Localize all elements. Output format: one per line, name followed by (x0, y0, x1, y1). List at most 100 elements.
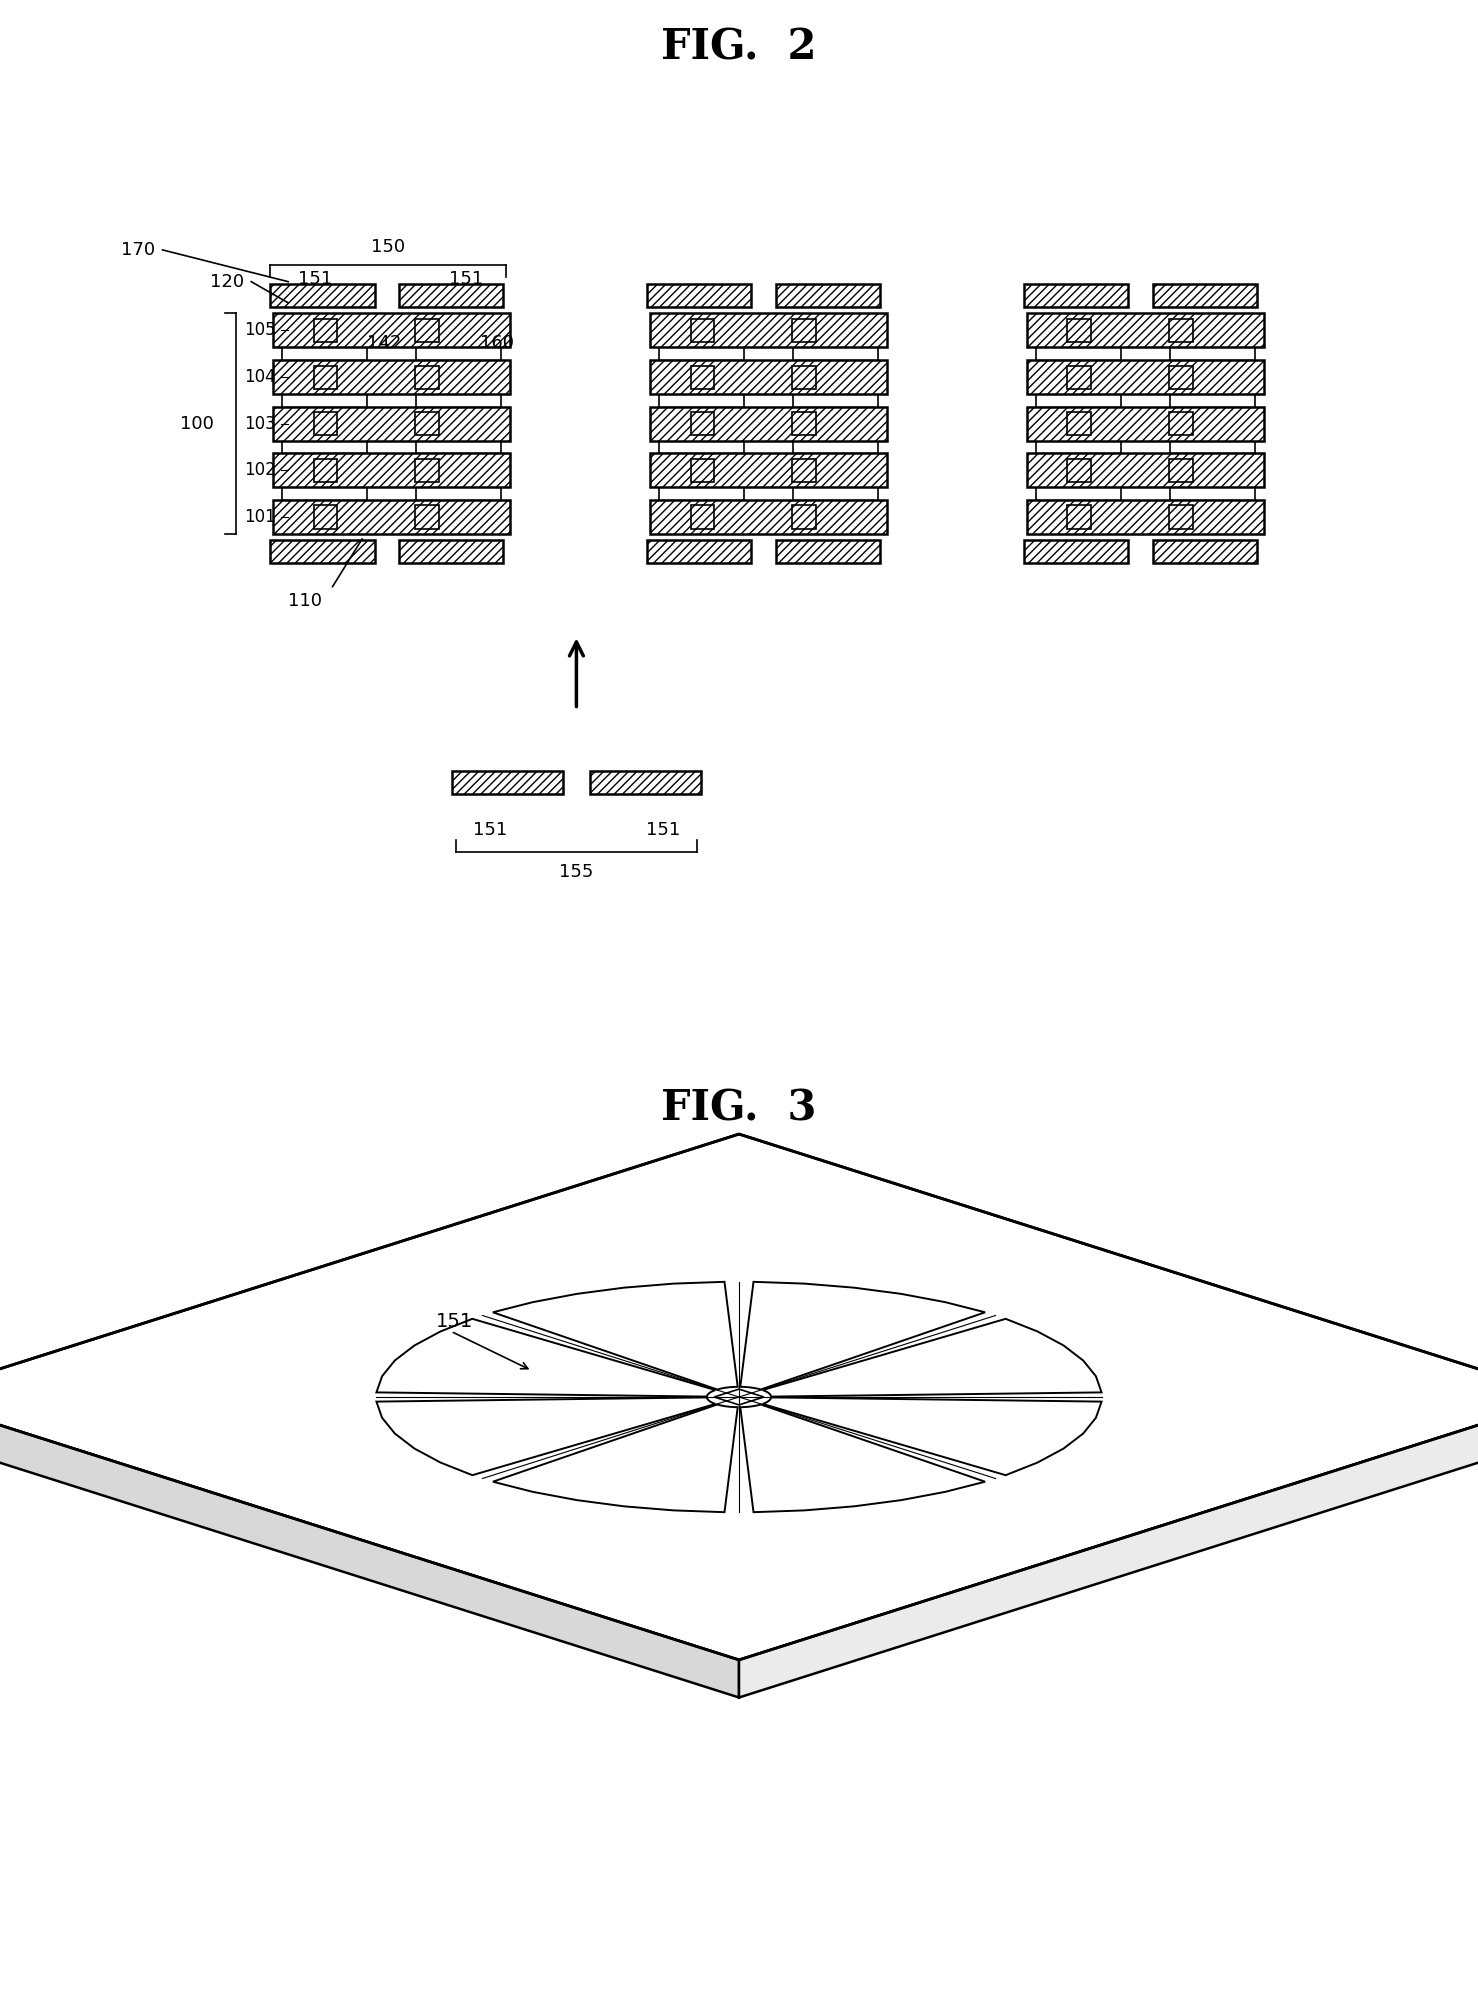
Bar (650, 454, 887, 488)
Polygon shape (740, 1283, 986, 1389)
Polygon shape (763, 1397, 1101, 1475)
Polygon shape (0, 1135, 1478, 1660)
Polygon shape (0, 1397, 739, 1698)
Text: 103: 103 (244, 414, 275, 434)
Text: 120: 120 (210, 272, 244, 290)
Bar (1027, 454, 1264, 488)
Bar (1067, 505, 1091, 529)
Bar (650, 360, 887, 394)
Bar (270, 539, 374, 563)
Text: 151: 151 (473, 821, 507, 839)
Bar (313, 460, 337, 482)
Text: 102: 102 (244, 462, 275, 480)
Bar (1036, 488, 1122, 500)
Bar (1067, 460, 1091, 482)
Bar (1036, 348, 1122, 360)
Bar (282, 348, 368, 360)
Bar (1169, 366, 1193, 390)
Polygon shape (492, 1405, 738, 1512)
Bar (590, 771, 701, 793)
Bar (792, 320, 816, 342)
Bar (647, 539, 751, 563)
Text: FIG.  2: FIG. 2 (661, 26, 817, 68)
Polygon shape (740, 1405, 986, 1512)
Bar (1169, 505, 1193, 529)
Text: 160: 160 (480, 334, 514, 352)
Bar (313, 412, 337, 436)
Bar (659, 394, 745, 408)
Bar (273, 408, 510, 440)
Bar (1027, 408, 1264, 440)
Bar (1169, 320, 1193, 342)
Bar (792, 394, 878, 408)
Bar (690, 460, 714, 482)
Bar (690, 320, 714, 342)
Bar (313, 320, 337, 342)
Bar (415, 460, 439, 482)
Bar (1024, 284, 1128, 308)
Text: 155: 155 (559, 863, 594, 881)
Text: 151: 151 (646, 821, 680, 839)
Text: 151: 151 (299, 270, 333, 288)
Bar (1153, 284, 1256, 308)
Bar (792, 460, 816, 482)
Bar (1036, 440, 1122, 454)
Bar (1169, 488, 1255, 500)
Text: 104: 104 (244, 368, 275, 386)
Bar (1169, 412, 1193, 436)
Bar (792, 488, 878, 500)
Text: 151: 151 (436, 1313, 473, 1331)
Bar (1036, 394, 1122, 408)
Bar (690, 505, 714, 529)
Bar (792, 366, 816, 390)
Polygon shape (492, 1283, 738, 1389)
Bar (273, 360, 510, 394)
Bar (1024, 539, 1128, 563)
Bar (282, 394, 368, 408)
Bar (1169, 460, 1193, 482)
Bar (1027, 314, 1264, 348)
Polygon shape (377, 1319, 715, 1397)
Bar (415, 394, 501, 408)
Bar (1153, 539, 1256, 563)
Bar (282, 488, 368, 500)
Bar (1169, 348, 1255, 360)
Text: 150: 150 (371, 238, 405, 256)
Text: 105: 105 (244, 322, 275, 340)
Bar (690, 366, 714, 390)
Bar (415, 366, 439, 390)
Bar (415, 412, 439, 436)
Bar (792, 505, 816, 529)
Bar (1027, 360, 1264, 394)
Bar (452, 771, 563, 793)
Polygon shape (739, 1397, 1478, 1698)
Bar (690, 412, 714, 436)
Bar (273, 500, 510, 533)
Bar (1169, 394, 1255, 408)
Polygon shape (763, 1319, 1101, 1397)
Bar (399, 539, 503, 563)
Bar (313, 505, 337, 529)
Bar (313, 366, 337, 390)
Text: 100: 100 (180, 414, 214, 434)
Bar (273, 314, 510, 348)
Bar (659, 440, 745, 454)
Bar (415, 348, 501, 360)
Bar (1067, 412, 1091, 436)
Bar (776, 539, 879, 563)
Bar (792, 412, 816, 436)
Bar (415, 320, 439, 342)
Bar (1169, 440, 1255, 454)
Text: 170: 170 (121, 242, 155, 260)
Bar (415, 505, 439, 529)
Text: 110: 110 (288, 591, 322, 609)
Bar (1067, 366, 1091, 390)
Text: FIG.  3: FIG. 3 (661, 1087, 817, 1129)
Bar (650, 500, 887, 533)
Bar (647, 284, 751, 308)
Bar (659, 488, 745, 500)
Polygon shape (377, 1397, 715, 1475)
Bar (273, 454, 510, 488)
Bar (270, 284, 374, 308)
Bar (399, 284, 503, 308)
